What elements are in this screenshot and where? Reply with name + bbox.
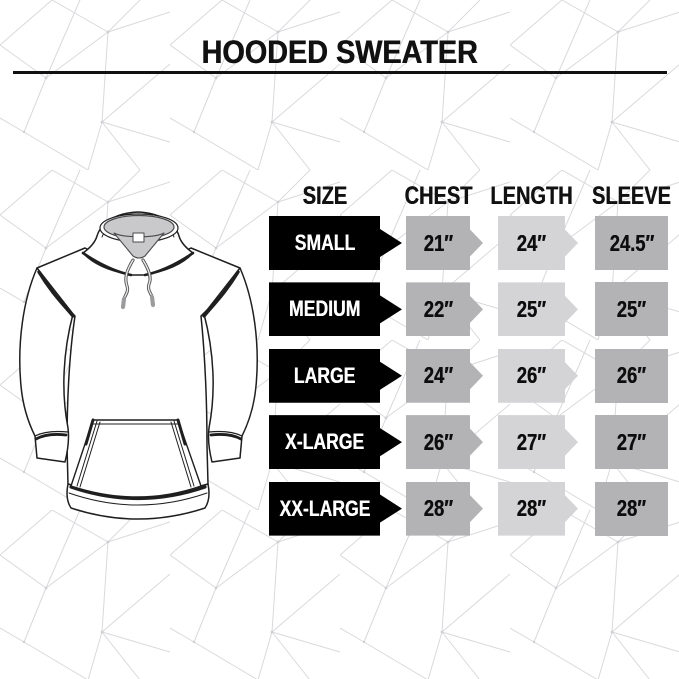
chest-value: 28″ [406,481,483,536]
hoodie-illustration [19,211,258,520]
sleeve-value: 28″ [595,481,668,536]
length-value: 24″ [498,216,578,270]
size-badge: LARGE [269,348,402,403]
length-column: LENGTH 24″ 25″ 26″ 27″ 28″ [490,170,578,548]
size-table: SIZE SMALL MEDIUM LARGE X-LARGE XX-LARGE… [269,170,679,550]
chest-value: 22″ [406,282,483,337]
chest-value: 24″ [406,348,483,403]
chest-column-header: CHEST [404,182,472,210]
sleeve-value: 25″ [595,282,668,337]
size-badge: SMALL [269,216,402,270]
sleeve-column-header: SLEEVE [592,182,671,210]
sleeve-column: SLEEVE 24.5″ 25″ 26″ 27″ 28″ [592,170,671,548]
size-column-header: SIZE [302,182,347,210]
page-title: HOODED SWEATER [201,34,478,70]
size-badge: XX-LARGE [269,481,402,536]
length-value: 25″ [498,282,578,337]
sleeve-value: 27″ [595,415,668,470]
chest-column: CHEST 21″ 22″ 24″ 26″ 28″ [404,170,483,548]
sleeve-value: 26″ [595,348,668,403]
size-badge: MEDIUM [269,282,402,337]
size-badge: X-LARGE [269,415,402,470]
length-value: 26″ [498,348,578,403]
title-divider [13,71,667,74]
length-column-header: LENGTH [490,182,573,210]
length-value: 27″ [498,415,578,470]
size-column: SIZE SMALL MEDIUM LARGE X-LARGE XX-LARGE [269,170,402,548]
chest-value: 26″ [406,415,483,470]
length-value: 28″ [498,481,578,536]
chest-value: 21″ [406,216,483,270]
sleeve-value: 24.5″ [595,216,668,270]
